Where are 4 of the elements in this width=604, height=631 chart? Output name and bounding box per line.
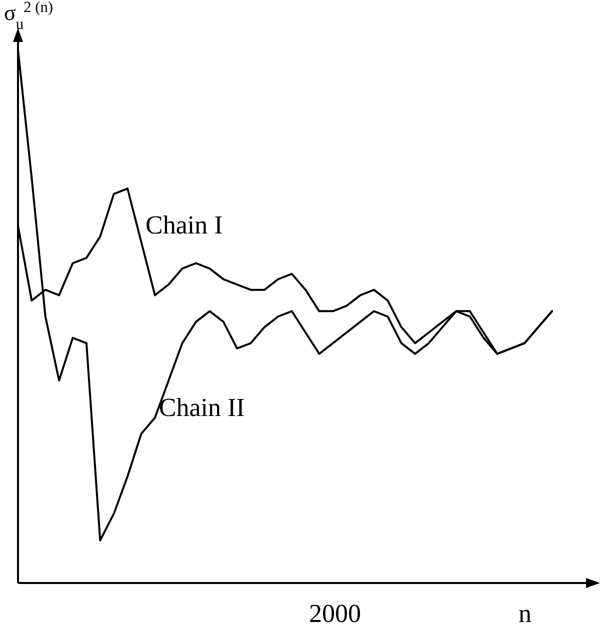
series-label: Chain I [146, 210, 223, 240]
series-label: Chain II [158, 392, 245, 422]
x-axis-title: n [518, 599, 532, 628]
text: 2000 [309, 599, 361, 628]
